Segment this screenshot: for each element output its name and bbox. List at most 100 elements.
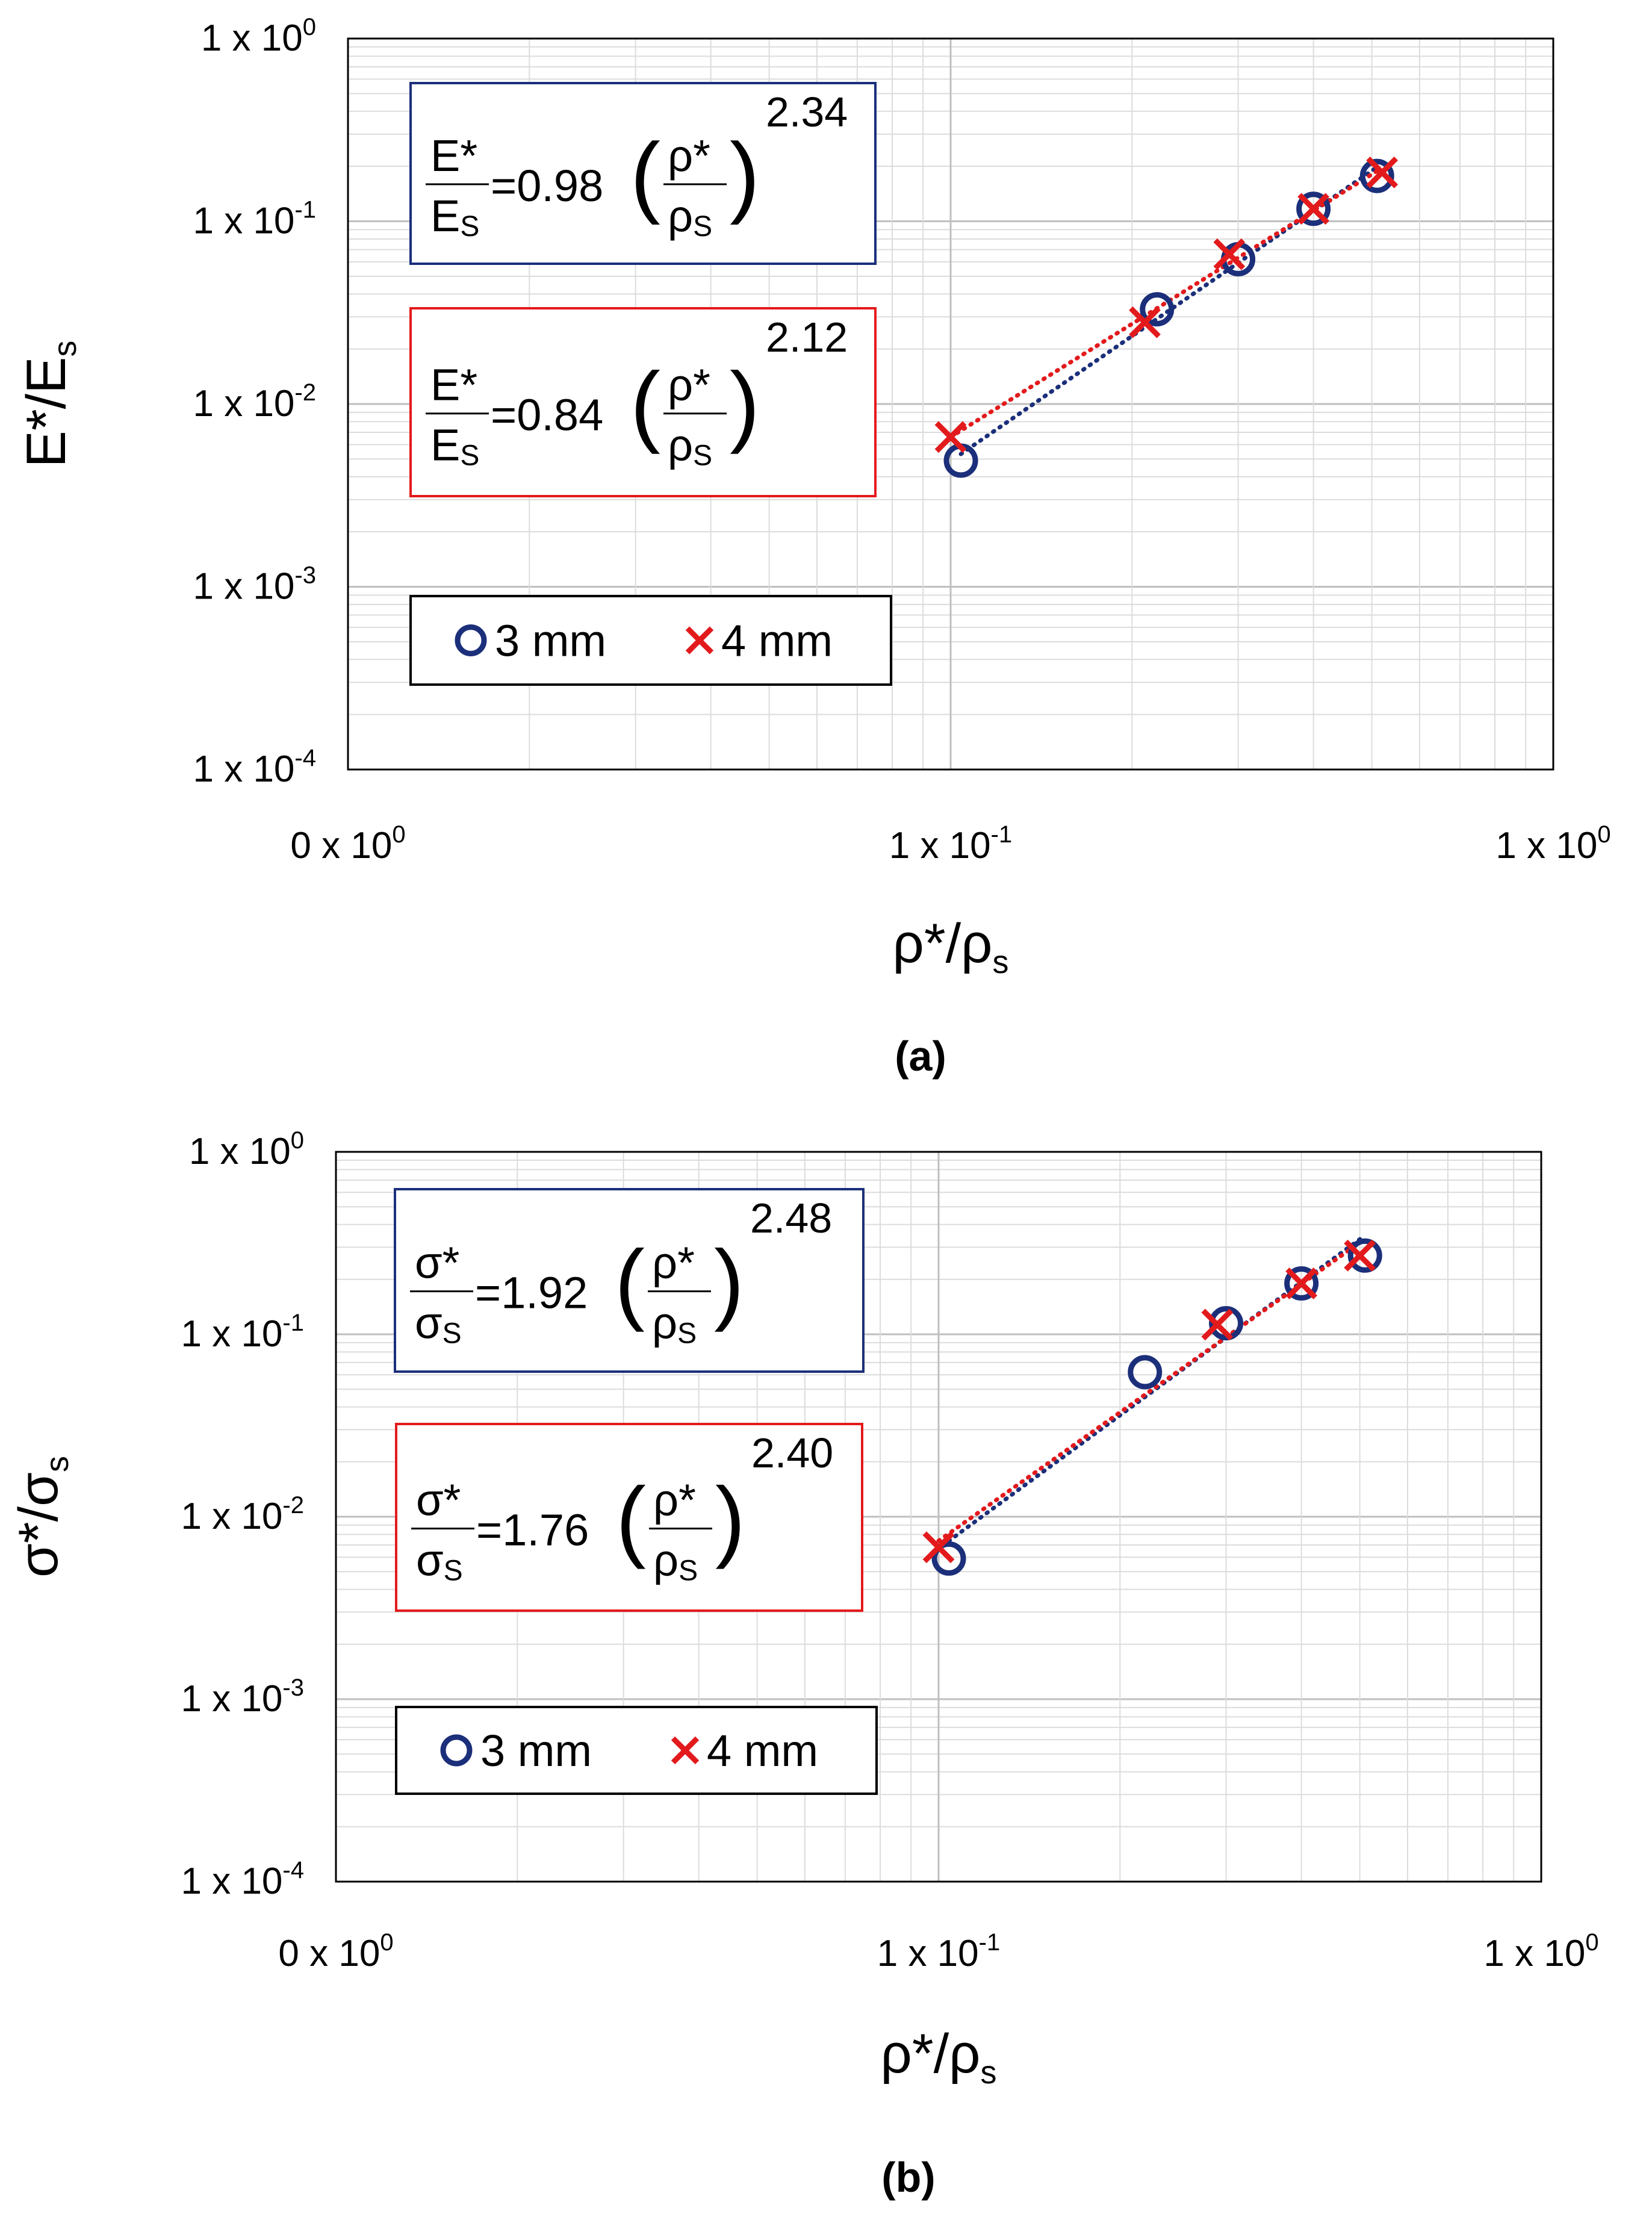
- equation-lhs-numerator: σ*: [416, 1475, 461, 1525]
- x-marker-stroke: [1213, 238, 1246, 270]
- equation-lhs-numerator: σ*: [415, 1238, 459, 1288]
- data-point-4mm: [1285, 1267, 1318, 1299]
- y-axis-label: σ*/σs: [8, 1456, 75, 1578]
- y-tick-label: 1 x 10-2: [193, 379, 316, 424]
- plot-area-frame: [335, 1151, 1542, 1883]
- x-axis-label: ρ*/ρs: [880, 2023, 996, 2091]
- y-tick-label: 1 x 10-1: [181, 1310, 304, 1355]
- legend-marker-circle: [440, 1734, 473, 1767]
- fit-equation-box-3mm: E* ES=0.98 (ρ* ρS)2.34: [409, 82, 877, 265]
- x-marker-stroke: [1129, 306, 1161, 338]
- equation-exponent: 2.34: [766, 89, 848, 135]
- legend-marker-circle: [455, 624, 487, 656]
- equation-rhs-numerator: ρ*: [653, 1475, 696, 1525]
- data-point-3mm: [931, 1541, 966, 1576]
- data-point-4mm: [1129, 306, 1161, 338]
- equation-box-frame: [394, 1188, 865, 1373]
- legend-label: 4 mm: [707, 1726, 818, 1776]
- equation-paren-close: ): [715, 1469, 745, 1570]
- data-point-4mm: [922, 1531, 955, 1564]
- equation-exponent: 2.48: [750, 1195, 832, 1242]
- data-point-3mm: [1128, 1355, 1163, 1390]
- equation-lhs-denominator: ES: [430, 420, 479, 472]
- y-axis-label: E*/Es: [16, 340, 83, 467]
- data-point-4mm: [1201, 1308, 1234, 1341]
- chart-panel-a: 1 x 10-4 1 x 10-3 1 x 10-2 1 x 10-1 1 x 100 0…: [16, 14, 1611, 1080]
- x-tick-label: 1 x 10-1: [877, 1929, 1000, 1974]
- y-tick-label: 1 x 100: [201, 14, 316, 59]
- equation-rhs-denominator: ρS: [668, 191, 712, 243]
- equation-exponent: 2.12: [766, 314, 848, 361]
- data-point-4mm: [1344, 1239, 1376, 1272]
- x-marker-stroke: [1344, 1239, 1376, 1272]
- figure-caption: (b): [881, 2154, 935, 2201]
- fit-equation-box-4mm: σ* σS =1.76 (ρ* ρS)2.40: [395, 1423, 863, 1612]
- equation-rhs-numerator: ρ*: [668, 360, 710, 410]
- legend-label: 3 mm: [495, 616, 606, 666]
- equation-exponent: 2.40: [751, 1429, 833, 1476]
- y-axis-label-group: σ*/σs: [8, 1456, 75, 1578]
- data-point-3mm: [1296, 191, 1331, 226]
- x-marker-stroke: [1366, 157, 1399, 188]
- fit-equation-box-4mm: E* ES=0.84 (ρ* ρS)2.12: [409, 307, 877, 497]
- y-tick-label: 1 x 10-2: [181, 1492, 304, 1537]
- equation-lhs-numerator: E*: [430, 360, 477, 410]
- equation-rhs-denominator: ρS: [668, 420, 712, 472]
- legend-marker-x: [671, 1736, 700, 1765]
- equation-coefficient: =0.84: [491, 390, 603, 440]
- x-marker-stroke: [1297, 193, 1330, 225]
- equation-lhs-denominator: σS: [416, 1535, 463, 1587]
- x-marker-stroke: [1285, 1267, 1318, 1299]
- equation-coefficient: =1.92: [475, 1268, 588, 1318]
- data-point-4mm: [1213, 238, 1246, 270]
- legend-marker-x: [685, 626, 714, 655]
- x-tick-label: 0 x 100: [278, 1929, 393, 1974]
- x-marker-stroke: [922, 1531, 955, 1564]
- data-point-3mm: [1347, 1238, 1382, 1273]
- equation-coefficient: =1.76: [476, 1505, 589, 1555]
- equation-paren-open: (: [615, 1231, 645, 1332]
- equation-paren-open: (: [616, 1469, 646, 1570]
- fit-equation-box-3mm: σ* σS =1.92 (ρ* ρS)2.48: [394, 1188, 865, 1373]
- equation-lhs-denominator: σS: [415, 1298, 462, 1350]
- equation-box-frame: [409, 307, 877, 497]
- chart-panel-b: 1 x 10-4 1 x 10-3 1 x 10-2 1 x 10-1 1 x 100 0…: [8, 1127, 1599, 2201]
- x-tick-label: 1 x 100: [1495, 821, 1610, 866]
- data-point-3mm: [1209, 1306, 1244, 1341]
- x-tick-label: 1 x 10-1: [889, 821, 1012, 866]
- x-marker-stroke: [934, 421, 967, 453]
- y-tick-label: 1 x 10-4: [181, 1857, 304, 1902]
- equation-paren-close: ): [730, 124, 760, 225]
- data-point-4mm: [1366, 157, 1399, 188]
- equation-rhs-numerator: ρ*: [668, 131, 710, 181]
- y-tick-label: 1 x 10-3: [181, 1674, 304, 1720]
- equation-coefficient: =0.98: [491, 161, 603, 211]
- y-tick-label: 1 x 10-4: [193, 745, 316, 790]
- legend: 3 mm 4 mm: [409, 595, 892, 686]
- equation-rhs-numerator: ρ*: [652, 1238, 695, 1288]
- equation-paren-close: ): [714, 1231, 744, 1332]
- y-tick-label: 1 x 10-1: [193, 197, 316, 242]
- y-axis-label-group: E*/Es: [16, 340, 83, 467]
- equation-lhs-numerator: E*: [430, 131, 477, 181]
- y-tick-label: 1 x 10-3: [193, 562, 316, 608]
- x-axis-label: ρ*/ρs: [892, 913, 1008, 980]
- data-point-3mm: [1140, 292, 1175, 327]
- equation-box-frame: [409, 82, 877, 265]
- y-tick-label: 1 x 100: [189, 1127, 304, 1172]
- plot-area-frame: [347, 37, 1554, 771]
- x-marker-stroke: [1201, 1308, 1234, 1341]
- x-tick-label: 0 x 100: [290, 821, 405, 866]
- equation-paren-close: ): [730, 353, 760, 455]
- equation-lhs-denominator: ES: [430, 191, 479, 243]
- data-point-4mm: [1297, 193, 1330, 225]
- equation-paren-open: (: [630, 353, 660, 455]
- figure-caption: (a): [895, 1033, 946, 1080]
- legend-label: 3 mm: [480, 1726, 592, 1776]
- legend-frame: [409, 595, 892, 686]
- legend-frame: [395, 1706, 878, 1795]
- legend: 3 mm 4 mm: [395, 1706, 878, 1795]
- legend-label: 4 mm: [721, 616, 833, 666]
- equation-rhs-denominator: ρS: [653, 1535, 698, 1587]
